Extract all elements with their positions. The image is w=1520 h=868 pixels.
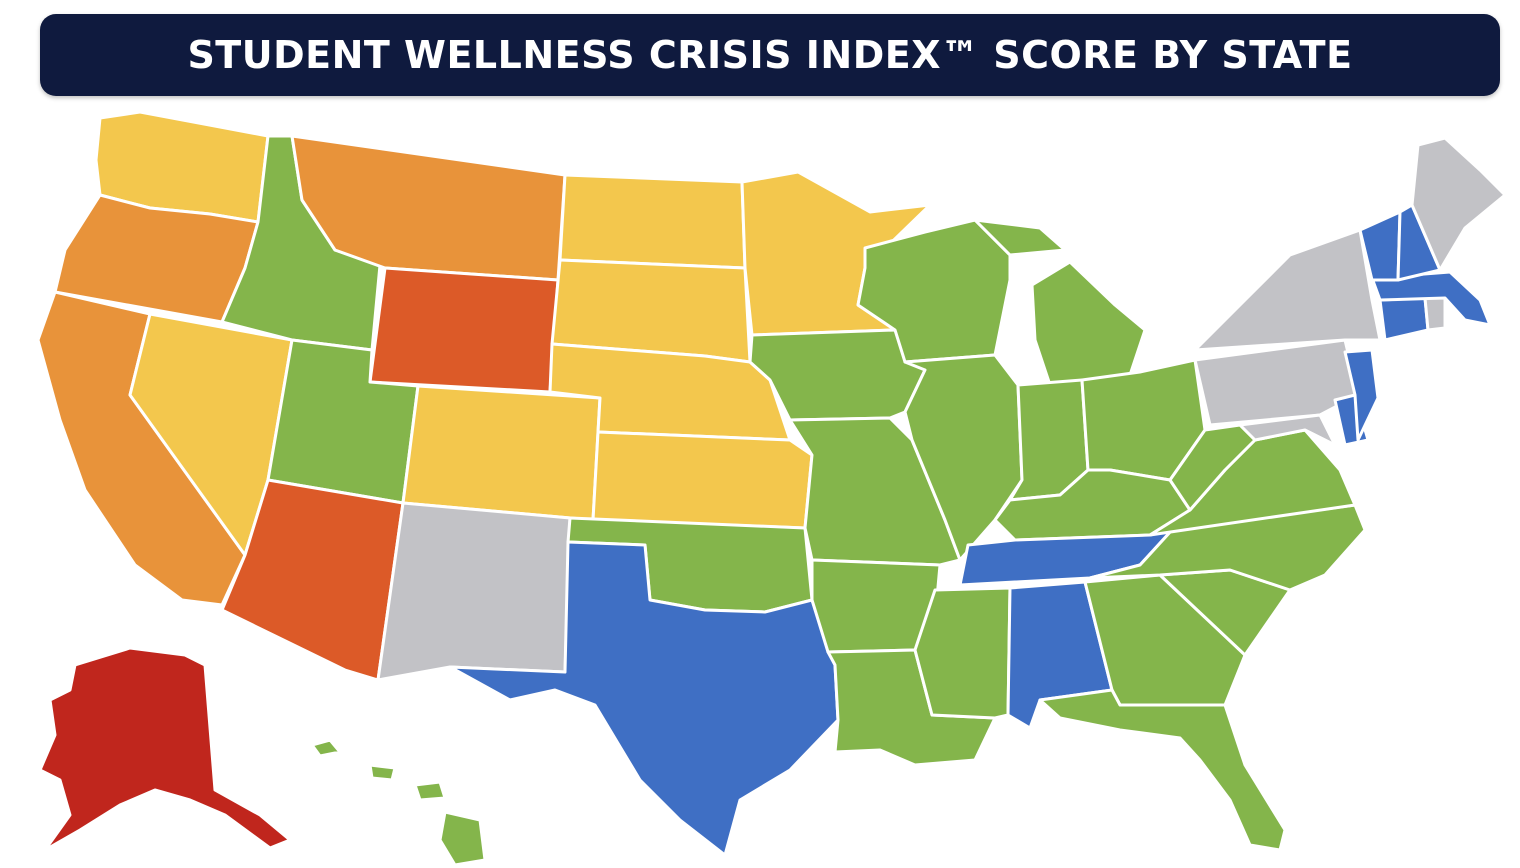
state-ri	[1423, 296, 1447, 332]
state-nm	[376, 501, 572, 682]
state-tx	[448, 540, 840, 857]
state-co	[401, 384, 602, 522]
state-ma	[1370, 270, 1492, 327]
state-nj	[1343, 348, 1380, 442]
state-ks	[591, 430, 814, 530]
title-banner: STUDENT WELLNESS CRISIS INDEX™ SCORE BY …	[40, 14, 1500, 96]
map-title: STUDENT WELLNESS CRISIS INDEX™ SCORE BY …	[187, 33, 1353, 77]
state-ct	[1378, 296, 1430, 342]
state-ms	[913, 586, 1012, 720]
state-wy	[368, 266, 560, 394]
state-ny	[1193, 228, 1382, 352]
state-me	[1410, 136, 1507, 272]
state-hi	[310, 738, 487, 867]
state-il	[903, 353, 1024, 562]
state-nd	[558, 173, 747, 270]
state-ak	[38, 646, 292, 852]
state-pa	[1193, 338, 1360, 427]
state-fl	[1038, 688, 1287, 852]
state-mi	[973, 218, 1147, 387]
state-md	[1238, 413, 1337, 447]
